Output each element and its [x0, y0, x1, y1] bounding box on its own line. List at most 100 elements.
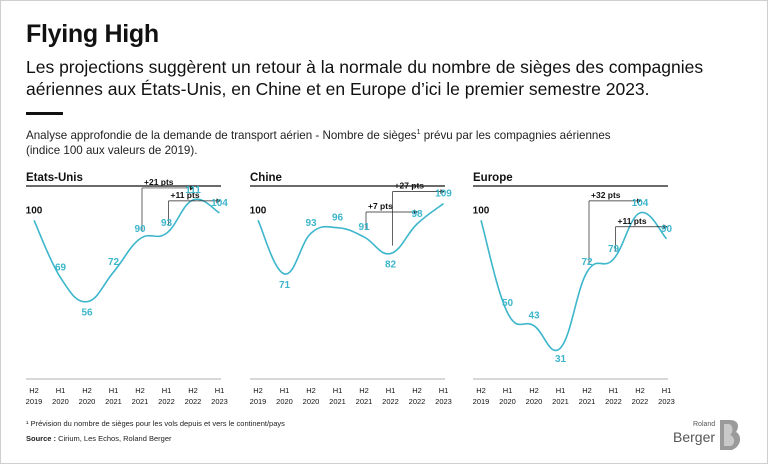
source-line: Source : Cirium, Les Echos, Roland Berge…	[26, 434, 171, 443]
data-label: 71	[279, 280, 291, 291]
data-label: 98	[411, 209, 423, 220]
description-text: Analyse approfondie de la demande de tra…	[26, 128, 417, 142]
panel-title-europe: Europe	[473, 172, 513, 184]
x-tick-label: H2	[359, 386, 369, 395]
series-line	[480, 211, 668, 352]
x-tick-year: 2020	[276, 397, 293, 406]
data-label: 31	[555, 354, 567, 365]
x-tick-label: H2	[29, 386, 39, 395]
x-tick-label: H2	[135, 386, 145, 395]
data-label: 90	[661, 224, 673, 235]
annotation-label: +11 pts	[171, 190, 200, 200]
x-tick-label: H2	[412, 386, 422, 395]
data-label: 100	[26, 205, 43, 216]
x-tick-year: 2022	[409, 397, 426, 406]
annotation-label: +32 pts	[591, 190, 621, 200]
series-line	[33, 198, 220, 303]
x-tick-label: H2	[82, 386, 92, 395]
chart-description: Analyse approfondie de la demande de tra…	[26, 125, 746, 158]
x-tick-label: H1	[109, 386, 119, 395]
x-tick-year: 2022	[382, 397, 399, 406]
data-label: 109	[435, 189, 452, 200]
x-tick-year: 2022	[158, 397, 175, 406]
annotation-label: +11 pts	[618, 216, 647, 226]
data-label: 50	[502, 298, 514, 309]
title-divider	[26, 112, 63, 115]
x-tick-year: 2019	[473, 397, 490, 406]
x-tick-label: H1	[56, 386, 66, 395]
annotation-arrowhead	[440, 189, 445, 195]
x-tick-label: H1	[162, 386, 172, 395]
data-label: 43	[528, 311, 540, 322]
x-tick-label: H2	[253, 386, 263, 395]
x-tick-year: 2019	[250, 397, 267, 406]
source-label: Source :	[26, 434, 57, 443]
x-tick-year: 2022	[632, 397, 649, 406]
x-tick-year: 2021	[552, 397, 569, 406]
x-tick-year: 2021	[132, 397, 149, 406]
data-label: 100	[473, 205, 490, 216]
x-tick-label: H1	[215, 386, 225, 395]
x-tick-label: H1	[333, 386, 343, 395]
x-tick-year: 2020	[79, 397, 96, 406]
footnote: ¹ Prévision du nombre de sièges pour les…	[26, 419, 285, 428]
x-tick-label: H2	[635, 386, 645, 395]
x-tick-year: 2021	[579, 397, 596, 406]
x-tick-label: H2	[476, 386, 486, 395]
logo-text-big: Berger	[673, 429, 716, 445]
source-text: Cirium, Les Echos, Roland Berger	[56, 434, 172, 443]
footnote-marker: 1	[416, 129, 421, 136]
data-label: 93	[161, 218, 173, 229]
data-label: 90	[134, 224, 146, 235]
data-label: 111	[185, 185, 201, 196]
x-tick-year: 2020	[499, 397, 516, 406]
x-tick-label: H1	[609, 386, 619, 395]
x-tick-year: 2023	[658, 397, 675, 406]
x-tick-label: H2	[306, 386, 316, 395]
x-tick-year: 2023	[211, 397, 228, 406]
series-line	[257, 203, 444, 275]
x-tick-year: 2021	[356, 397, 373, 406]
data-label: 72	[108, 257, 120, 268]
annotation-arrowhead	[414, 209, 418, 215]
annotation-arrowhead	[216, 198, 221, 204]
data-label: 72	[581, 257, 593, 268]
annotation-label: +7 pts	[368, 201, 393, 211]
annotation-arrowhead	[663, 224, 668, 230]
page-title: Flying High	[26, 20, 159, 48]
x-tick-year: 2020	[526, 397, 543, 406]
x-tick-year: 2020	[303, 397, 320, 406]
page-subtitle: Les projections suggèrent un retour à la…	[26, 57, 704, 99]
x-tick-year: 2022	[185, 397, 202, 406]
data-label: 104	[632, 198, 649, 209]
annotation-arrowhead	[190, 185, 194, 191]
x-tick-label: H2	[529, 386, 539, 395]
annotation-label: +21 pts	[144, 177, 174, 187]
x-tick-year: 2021	[105, 397, 122, 406]
x-tick-year: 2019	[26, 397, 43, 406]
x-tick-label: H1	[439, 386, 449, 395]
x-tick-label: H1	[662, 386, 672, 395]
annotation-label: +27 pts	[395, 181, 425, 191]
data-label: 93	[305, 218, 317, 229]
data-label: 79	[608, 244, 620, 255]
x-tick-label: H2	[582, 386, 592, 395]
data-label: 69	[55, 263, 67, 274]
data-label: 56	[81, 308, 93, 319]
x-tick-year: 2023	[435, 397, 452, 406]
data-label: 82	[385, 260, 397, 271]
x-tick-label: H2	[188, 386, 198, 395]
data-label: 96	[332, 213, 344, 224]
panel-title-us: Etats-Unis	[26, 172, 83, 184]
description-text-after: prévu par les compagnies aériennes	[420, 128, 611, 142]
x-tick-label: H1	[280, 386, 290, 395]
data-label: 100	[250, 205, 267, 216]
x-tick-label: H1	[386, 386, 396, 395]
x-tick-year: 2021	[329, 397, 346, 406]
description-line2: (indice 100 aux valeurs de 2019).	[26, 143, 198, 157]
panel-title-china: Chine	[250, 172, 282, 184]
data-label: 104	[211, 198, 228, 209]
logo-text-small: Roland	[693, 421, 716, 428]
